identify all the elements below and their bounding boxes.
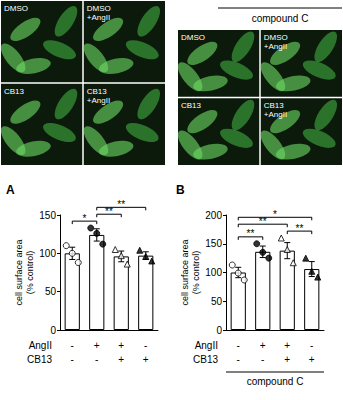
svg-text:A: A xyxy=(6,183,15,197)
svg-text:DMSO: DMSO xyxy=(4,4,28,13)
svg-text:DMSO: DMSO xyxy=(181,33,205,42)
svg-text:50: 50 xyxy=(211,296,223,307)
svg-text:CB13: CB13 xyxy=(181,101,202,110)
svg-text:compound C: compound C xyxy=(252,13,309,24)
svg-text:CB13: CB13 xyxy=(87,87,108,96)
svg-text:+: + xyxy=(94,340,100,351)
svg-text:100: 100 xyxy=(205,267,222,278)
svg-text:+: + xyxy=(260,340,266,351)
svg-text:cell surface area: cell surface area xyxy=(180,239,190,305)
svg-text:+: + xyxy=(284,340,290,351)
svg-text:+AngII: +AngII xyxy=(87,13,110,22)
svg-text:200: 200 xyxy=(205,210,222,221)
svg-text:-: - xyxy=(144,340,147,351)
svg-text:**: ** xyxy=(296,223,304,234)
svg-text:0: 0 xyxy=(216,325,222,336)
svg-text:B: B xyxy=(176,183,185,197)
svg-text:+: + xyxy=(309,354,315,365)
svg-text:cell surface area: cell surface area xyxy=(14,239,24,305)
svg-text:-: - xyxy=(71,340,74,351)
svg-text:*: * xyxy=(83,213,87,224)
svg-text:-: - xyxy=(237,354,240,365)
svg-text:compound C: compound C xyxy=(247,376,304,387)
svg-text:*: * xyxy=(273,209,277,220)
svg-text:+: + xyxy=(118,354,124,365)
svg-text:+: + xyxy=(118,340,124,351)
svg-text:CB13: CB13 xyxy=(4,87,25,96)
svg-text:AngII: AngII xyxy=(29,340,52,351)
svg-text:(% control): (% control) xyxy=(25,251,35,295)
svg-text:-: - xyxy=(261,354,264,365)
svg-text:(% control): (% control) xyxy=(191,251,201,295)
svg-text:+: + xyxy=(143,354,149,365)
svg-text:+AngII: +AngII xyxy=(264,110,287,119)
svg-text:150: 150 xyxy=(205,238,222,249)
svg-text:-: - xyxy=(95,354,98,365)
svg-text:+AngII: +AngII xyxy=(264,42,287,51)
svg-text:100: 100 xyxy=(39,248,56,259)
svg-text:CB13: CB13 xyxy=(264,101,285,110)
svg-text:-: - xyxy=(71,354,74,365)
svg-text:AngII: AngII xyxy=(195,340,218,351)
svg-text:+AngII: +AngII xyxy=(87,96,110,105)
svg-text:**: ** xyxy=(117,199,125,210)
svg-text:**: ** xyxy=(247,228,255,239)
svg-text:-: - xyxy=(237,340,240,351)
svg-text:-: - xyxy=(310,340,313,351)
svg-text:CB13: CB13 xyxy=(27,354,52,365)
svg-text:DMSO: DMSO xyxy=(264,33,288,42)
svg-text:50: 50 xyxy=(45,286,57,297)
svg-text:0: 0 xyxy=(50,325,56,336)
svg-text:+: + xyxy=(284,354,290,365)
svg-text:CB13: CB13 xyxy=(193,354,218,365)
svg-text:150: 150 xyxy=(39,210,56,221)
svg-text:DMSO: DMSO xyxy=(87,4,111,13)
